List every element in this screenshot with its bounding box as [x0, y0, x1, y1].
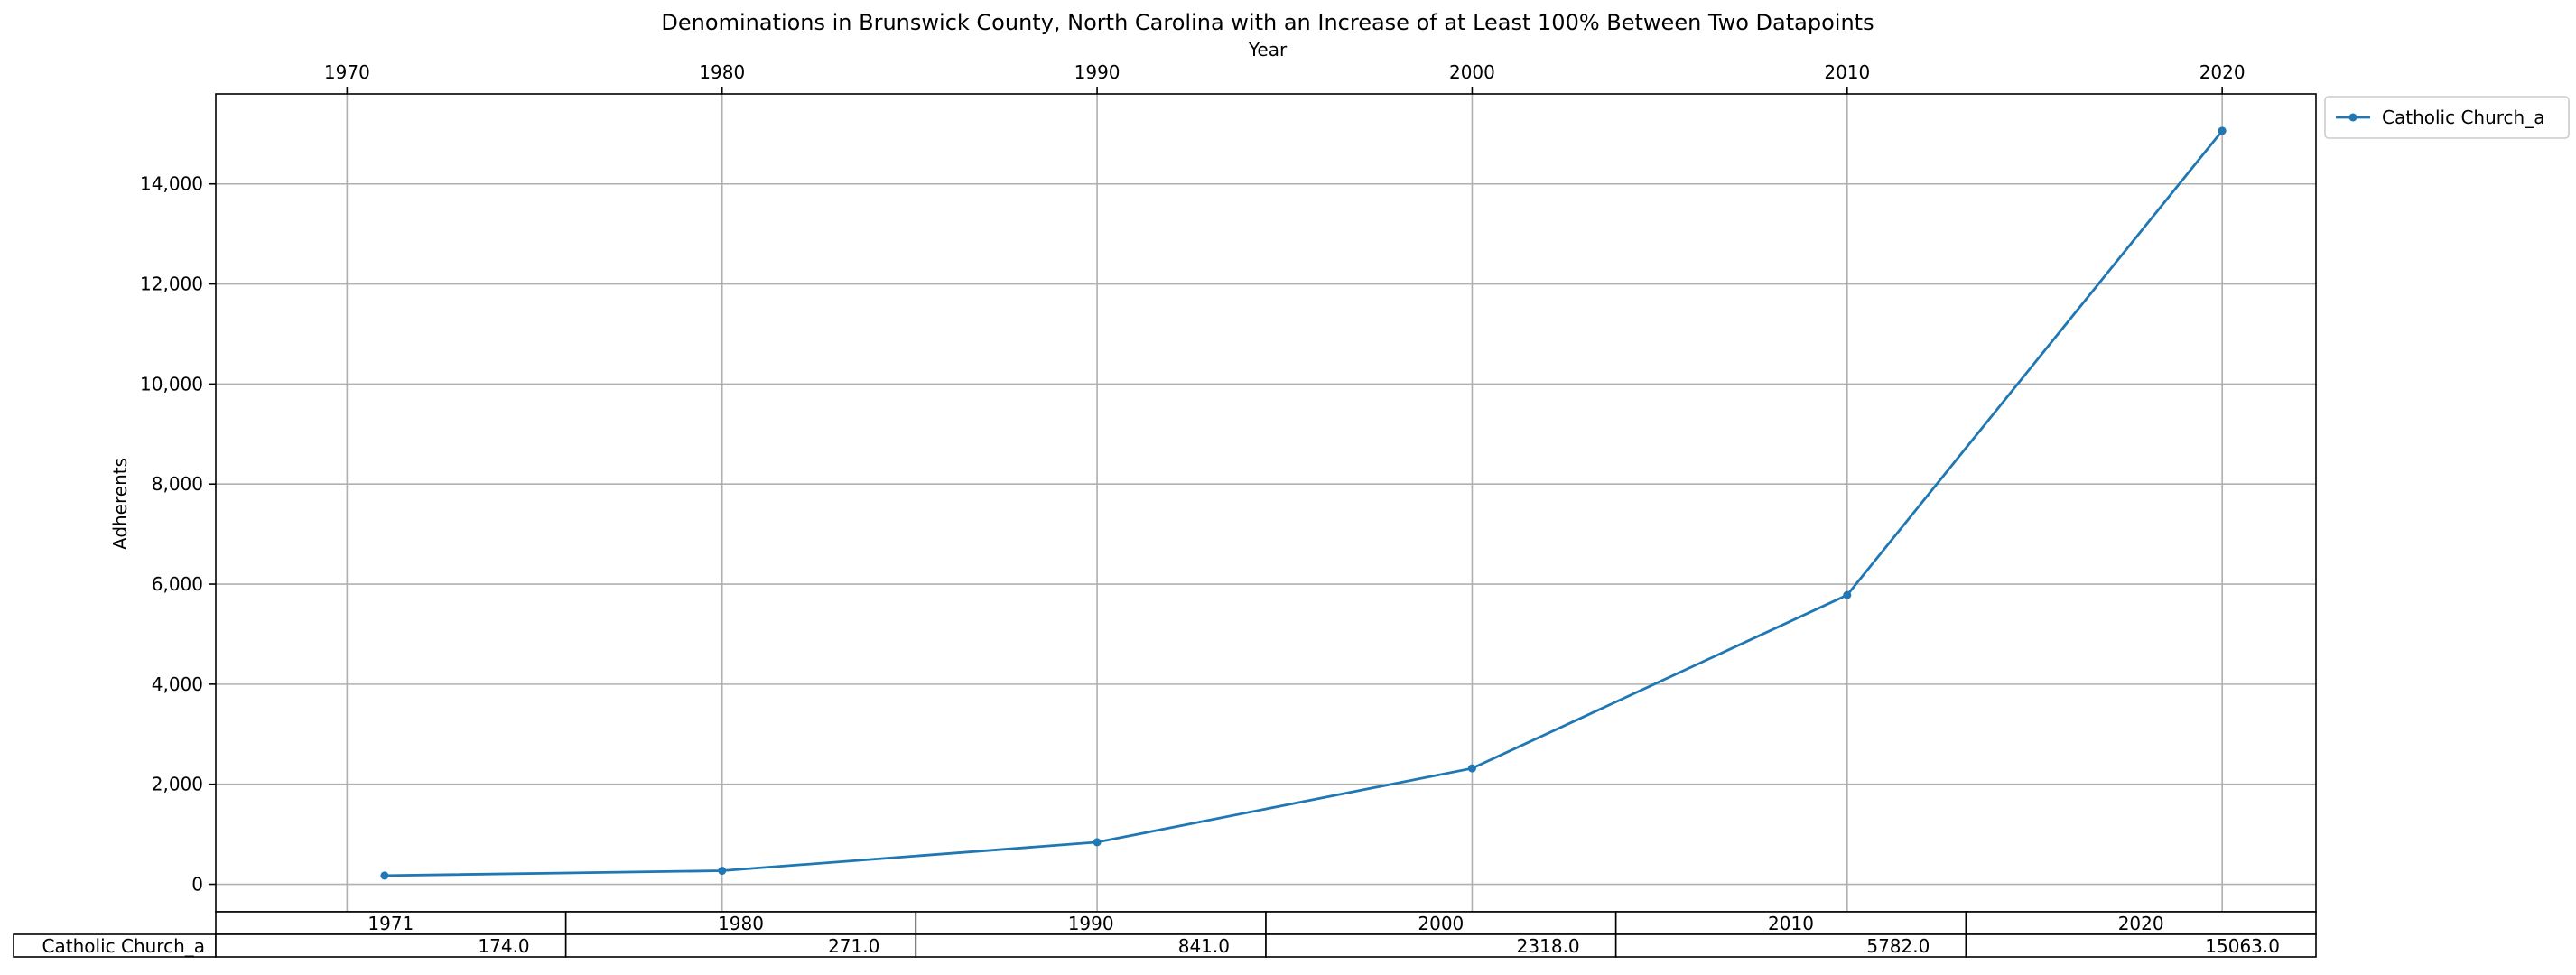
table-cell-value: 271.0 — [828, 935, 879, 957]
legend-marker-swatch — [2348, 113, 2357, 122]
x-tick-label: 1970 — [324, 61, 370, 83]
y-tick-label: 4,000 — [152, 673, 203, 695]
axis-ticks: 1970 1980 1990 2000 2010 2020 0 2,000 4,000 6,000… — [140, 61, 2246, 896]
x-tick-label: 2020 — [2199, 61, 2246, 83]
y-tick-label: 14,000 — [140, 173, 203, 195]
x-tick-label: 1980 — [699, 61, 745, 83]
data-point — [1843, 590, 1852, 599]
data-point — [1467, 764, 1476, 773]
data-point — [380, 871, 389, 880]
data-point — [1093, 838, 1102, 847]
y-tick-label: 12,000 — [140, 274, 203, 295]
table-cell-value: 5782.0 — [1866, 935, 1930, 957]
x-tick-label: 2010 — [1824, 61, 1870, 83]
table-row-label-cell — [13, 933, 217, 958]
table-row-label: Catholic Church_a — [42, 935, 205, 957]
table-header-label: 1980 — [718, 913, 764, 934]
legend-label: Catholic Church_a — [2382, 107, 2544, 128]
x-tick-label: 2000 — [1449, 61, 1495, 83]
data-point — [718, 867, 727, 876]
y-tick-label: 0 — [191, 874, 203, 896]
data-point — [2218, 126, 2227, 135]
table-cell-value: 15063.0 — [2205, 935, 2280, 957]
chart-title: Denominations in Brunswick County, North… — [661, 10, 1874, 35]
y-tick-label: 6,000 — [152, 573, 203, 595]
y-tick-label: 8,000 — [152, 473, 203, 495]
table-cell — [1614, 933, 1967, 958]
table-header-label: 1990 — [1068, 913, 1114, 934]
y-tick-label: 10,000 — [140, 373, 203, 395]
table-header-label: 1971 — [367, 913, 414, 934]
table-cell-value: 841.0 — [1178, 935, 1230, 957]
table-cell-value: 174.0 — [478, 935, 529, 957]
table-header-label: 2000 — [1418, 913, 1464, 934]
table-header-label: 2010 — [1768, 913, 1814, 934]
table-header-cell — [215, 911, 567, 935]
grid-lines — [216, 94, 2316, 912]
table-header-label: 2020 — [2118, 913, 2164, 934]
data-table: 1971 1980 1990 2000 2010 2020 Catholic Church_… — [13, 911, 2317, 958]
y-axis-label: Adherents — [109, 458, 131, 550]
x-axis-label: Year — [1248, 39, 1288, 60]
x-tick-label: 1990 — [1074, 61, 1121, 83]
table-cell-value: 2318.0 — [1517, 935, 1580, 957]
table-header-cell — [1965, 911, 2317, 935]
table-cell — [1965, 933, 2317, 958]
table-header-cell — [564, 911, 917, 935]
legend: Catholic Church_a — [2324, 96, 2570, 139]
table-cell — [1265, 933, 1617, 958]
table-cell — [215, 933, 567, 958]
series-layer — [380, 126, 2227, 880]
table-header-cell — [1265, 911, 1617, 935]
plot-area-frame — [215, 93, 2317, 913]
series-line — [384, 129, 2224, 878]
legend-box — [2324, 96, 2570, 139]
y-tick-label: 2,000 — [152, 774, 203, 795]
